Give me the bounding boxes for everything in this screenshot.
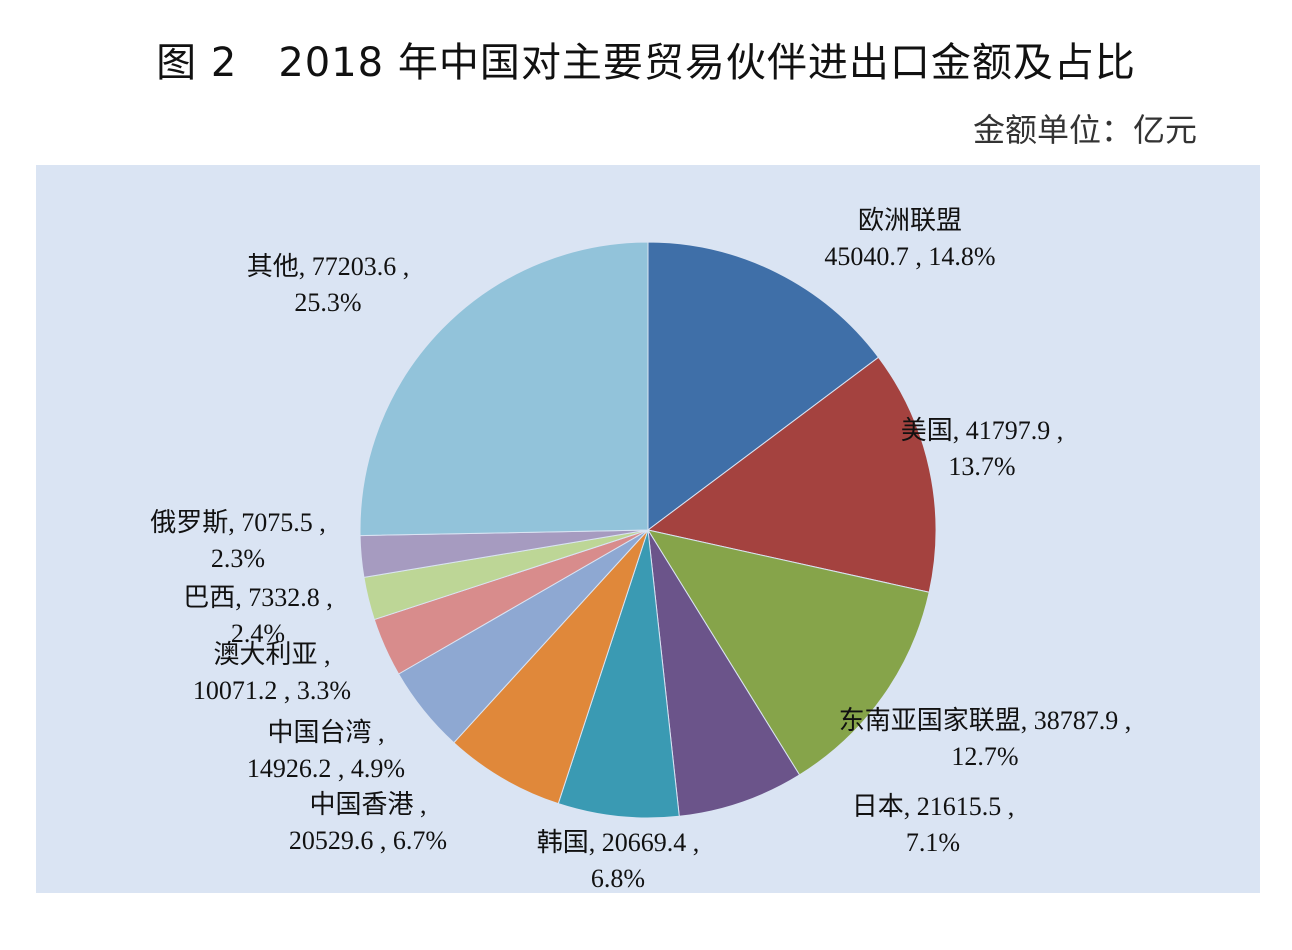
slice-value: , 21615.5 , bbox=[903, 792, 1015, 821]
data-label-1: 美国, 41797.9 , 13.7% bbox=[901, 413, 1064, 485]
data-label-2: 东南亚国家联盟, 38787.9 , 12.7% bbox=[839, 703, 1132, 775]
slice-value: , 7075.5 , bbox=[228, 508, 326, 537]
data-label-3: 日本, 21615.5 , 7.1% bbox=[852, 789, 1015, 861]
slice-percent: 14.8% bbox=[928, 242, 996, 271]
slice-percent: 6.8% bbox=[590, 864, 646, 893]
slice-name: 韩国 bbox=[536, 828, 589, 858]
data-label-6: 中国台湾 , 14926.2 , 4.9% bbox=[246, 718, 406, 783]
slice-percent: 2.4% bbox=[230, 619, 286, 648]
slice-percent: 2.3% bbox=[210, 544, 266, 573]
pie-slice-5 bbox=[453, 529, 649, 805]
pie-slice-2 bbox=[646, 529, 930, 776]
slice-value: , 38787.9 , bbox=[1020, 706, 1132, 735]
slice-value: , 41797.9 , bbox=[952, 416, 1064, 445]
data-label-7: 澳大利亚 , 10071.2 , 3.3% bbox=[192, 640, 352, 705]
plot-area: 欧洲联盟 45040.7 , 14.8% 美国, 41797.9 , 13.7% 东南亚… bbox=[36, 165, 1260, 893]
pie-slice-3 bbox=[647, 529, 801, 817]
slice-value: , 20669.4 , bbox=[588, 828, 700, 857]
slice-percent: 12.7% bbox=[951, 742, 1019, 771]
slice-name: 东南亚国家联盟 bbox=[838, 706, 1021, 736]
unit-note: 金额单位：亿元 bbox=[972, 111, 1197, 149]
slice-percent: 13.7% bbox=[948, 452, 1016, 481]
slice-percent: 4.9% bbox=[350, 754, 406, 783]
data-label-9: 俄罗斯, 7075.5 , 2.3% bbox=[150, 505, 326, 577]
slice-name: 澳大利亚 bbox=[213, 640, 318, 670]
chart-title: 图 2 2018 年中国对主要贸易伙伴进出口金额及占比 bbox=[156, 40, 1136, 86]
slice-name: 中国香港 bbox=[309, 790, 414, 820]
data-label-10: 其他, 77203.6 , 25.3% bbox=[247, 249, 410, 321]
pie-chart bbox=[359, 241, 937, 819]
data-label-5: 中国香港 , 20529.6 , 6.7% bbox=[288, 790, 448, 855]
slice-percent: 7.1% bbox=[905, 828, 961, 857]
slice-value: 45040.7 , bbox=[824, 242, 929, 271]
pie-slice-1 bbox=[646, 356, 937, 593]
slice-name: 俄罗斯 bbox=[150, 508, 229, 538]
slice-name: 巴西 bbox=[183, 583, 236, 613]
slice-name: 欧洲联盟 bbox=[857, 206, 963, 236]
pie-slice-0 bbox=[647, 241, 880, 531]
slice-name: 其他 bbox=[246, 252, 299, 282]
data-label-8: 巴西, 7332.8 , 2.4% bbox=[183, 580, 333, 652]
pie-slice-10 bbox=[359, 241, 649, 537]
slice-percent: 6.7% bbox=[392, 826, 448, 855]
slice-name: 日本 bbox=[851, 792, 904, 822]
data-label-4: 韩国, 20669.4 , 6.8% bbox=[537, 825, 700, 897]
slice-name: 美国 bbox=[900, 416, 953, 446]
slice-value: 14926.2 , bbox=[246, 754, 351, 783]
slice-value: , 77203.6 , bbox=[298, 252, 410, 281]
slice-value: , 7332.8 , bbox=[235, 583, 333, 612]
data-label-0: 欧洲联盟 45040.7 , 14.8% bbox=[824, 203, 995, 275]
slice-percent: 3.3% bbox=[296, 676, 352, 705]
pie-slice-4 bbox=[557, 529, 680, 819]
slice-value: 20529.6 , bbox=[288, 826, 393, 855]
slice-percent: 25.3% bbox=[294, 288, 362, 317]
slice-name: 中国台湾 bbox=[267, 718, 372, 748]
slice-value: 10071.2 , bbox=[192, 676, 297, 705]
